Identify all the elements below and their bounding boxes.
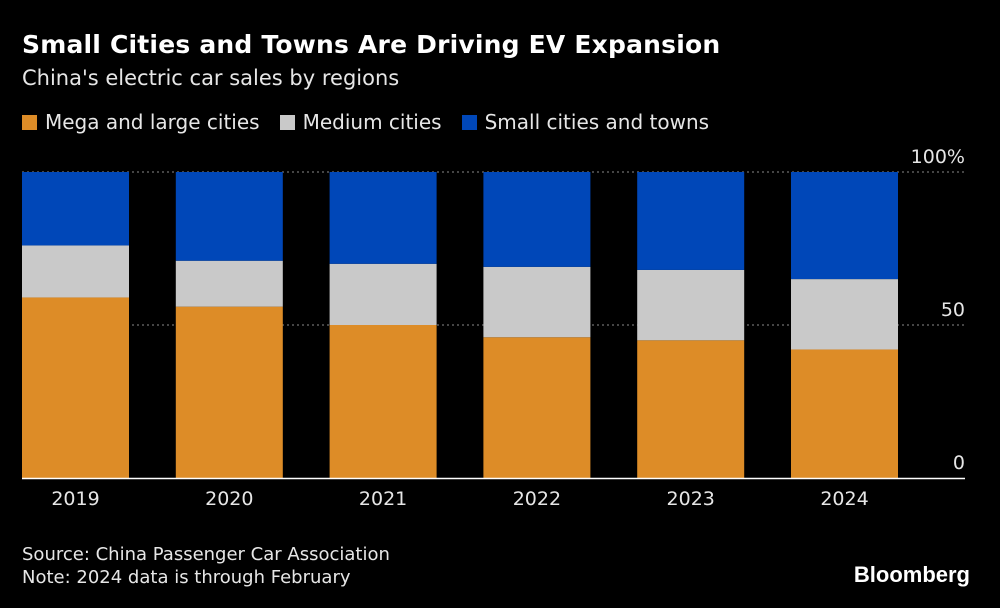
- bar-2019-1: [22, 245, 129, 298]
- bar-2019-0: [22, 297, 129, 478]
- x-tick-label-2019: 2019: [51, 488, 99, 510]
- x-tick-label-2020: 2020: [205, 488, 253, 510]
- x-tick-label-2021: 2021: [359, 488, 407, 510]
- legend-swatch-small-towns: [461, 114, 477, 130]
- legend-item-medium: Medium cities: [279, 110, 442, 134]
- footer: Source: China Passenger Car Association …: [22, 543, 390, 589]
- bar-2021-2: [329, 172, 437, 264]
- bar-2021-0: [329, 325, 437, 478]
- bar-2023-0: [637, 340, 745, 478]
- bar-2022-2: [483, 172, 591, 267]
- bar-2022-1: [483, 266, 591, 338]
- bar-2023-2: [637, 172, 745, 270]
- bar-2023-1: [637, 269, 745, 341]
- bar-2024-0: [791, 349, 898, 478]
- y-tick-label-50: 50: [941, 299, 965, 321]
- bar-2019-2: [22, 172, 129, 246]
- x-tick-label-2022: 2022: [513, 488, 561, 510]
- bar-2024-1: [791, 279, 898, 350]
- bar-2024-2: [791, 172, 898, 280]
- legend-swatch-medium: [279, 114, 295, 130]
- chart-title: Small Cities and Towns Are Driving EV Ex…: [22, 30, 721, 59]
- y-tick-label-100: 100%: [911, 146, 965, 168]
- y-tick-label-0: 0: [953, 452, 965, 474]
- source-note: Source: China Passenger Car Association: [22, 544, 390, 565]
- data-note: Note: 2024 data is through February: [22, 567, 351, 588]
- x-tick-label-2023: 2023: [667, 488, 715, 510]
- bar-2020-2: [175, 172, 283, 261]
- bar-2022-0: [483, 337, 591, 478]
- legend-label-mega-large: Mega and large cities: [45, 110, 260, 134]
- legend-label-medium: Medium cities: [302, 110, 442, 134]
- x-tick-label-2024: 2024: [820, 488, 868, 510]
- chart-subtitle: China's electric car sales by regions: [22, 66, 400, 90]
- legend-label-small-towns: Small cities and towns: [484, 110, 710, 134]
- legend: Mega and large cities Medium cities Smal…: [22, 110, 729, 134]
- bar-2020-0: [175, 306, 283, 478]
- legend-swatch-mega-large: [22, 114, 37, 130]
- legend-item-mega-large: Mega and large cities: [22, 110, 260, 134]
- bloomberg-logo: Bloomberg: [853, 562, 970, 587]
- bar-2020-1: [175, 260, 283, 307]
- bar-2021-1: [329, 263, 437, 325]
- legend-item-small-towns: Small cities and towns: [461, 110, 710, 134]
